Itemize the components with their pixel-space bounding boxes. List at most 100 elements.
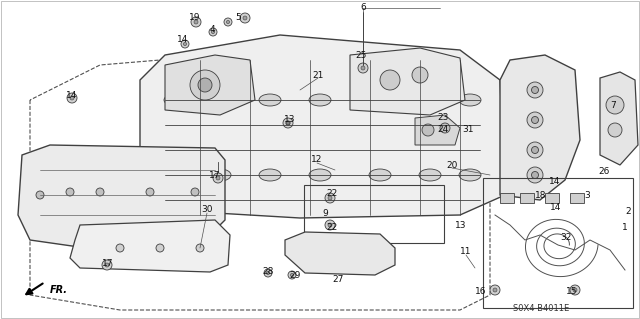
Text: 13: 13 bbox=[455, 220, 467, 229]
Circle shape bbox=[527, 82, 543, 98]
Circle shape bbox=[361, 66, 365, 70]
Circle shape bbox=[102, 260, 112, 270]
Circle shape bbox=[286, 121, 290, 125]
Circle shape bbox=[146, 188, 154, 196]
Text: 14: 14 bbox=[67, 91, 77, 100]
Bar bbox=[304, 185, 444, 243]
Text: 16: 16 bbox=[476, 287, 487, 296]
Ellipse shape bbox=[209, 94, 231, 106]
Polygon shape bbox=[500, 55, 580, 200]
Polygon shape bbox=[165, 55, 255, 115]
Circle shape bbox=[527, 167, 543, 183]
Polygon shape bbox=[140, 35, 505, 218]
Bar bbox=[500, 193, 514, 203]
Circle shape bbox=[286, 121, 290, 125]
Text: 28: 28 bbox=[262, 268, 274, 277]
Polygon shape bbox=[285, 232, 395, 275]
Circle shape bbox=[440, 123, 450, 133]
Circle shape bbox=[328, 223, 332, 227]
Circle shape bbox=[216, 176, 220, 180]
Ellipse shape bbox=[419, 94, 441, 106]
Bar bbox=[570, 193, 584, 203]
Text: 14: 14 bbox=[549, 177, 561, 187]
Text: 9: 9 bbox=[322, 209, 328, 218]
Ellipse shape bbox=[209, 169, 231, 181]
Circle shape bbox=[240, 13, 250, 23]
Circle shape bbox=[328, 196, 332, 200]
Ellipse shape bbox=[309, 94, 331, 106]
Circle shape bbox=[66, 188, 74, 196]
Text: S0X4 B4011E: S0X4 B4011E bbox=[513, 304, 569, 313]
Circle shape bbox=[493, 288, 497, 292]
Circle shape bbox=[527, 142, 543, 158]
Text: 22: 22 bbox=[326, 189, 338, 197]
Text: 2: 2 bbox=[625, 207, 631, 217]
Text: 3: 3 bbox=[584, 191, 590, 201]
Ellipse shape bbox=[459, 94, 481, 106]
Circle shape bbox=[325, 193, 335, 203]
Circle shape bbox=[191, 188, 199, 196]
Text: 21: 21 bbox=[312, 70, 324, 79]
Ellipse shape bbox=[164, 169, 186, 181]
Circle shape bbox=[608, 123, 622, 137]
Circle shape bbox=[422, 124, 434, 136]
Bar bbox=[483, 178, 633, 308]
Circle shape bbox=[70, 96, 74, 100]
Ellipse shape bbox=[369, 169, 391, 181]
Circle shape bbox=[96, 188, 104, 196]
Text: 22: 22 bbox=[326, 224, 338, 233]
Text: 14: 14 bbox=[177, 35, 189, 44]
Circle shape bbox=[213, 173, 223, 183]
Circle shape bbox=[264, 269, 272, 277]
Text: 4: 4 bbox=[209, 26, 215, 34]
Text: 17: 17 bbox=[209, 170, 221, 180]
Circle shape bbox=[570, 285, 580, 295]
Circle shape bbox=[606, 96, 624, 114]
Ellipse shape bbox=[369, 94, 391, 106]
Text: 12: 12 bbox=[311, 155, 323, 165]
Polygon shape bbox=[18, 145, 225, 250]
Text: 29: 29 bbox=[289, 271, 301, 279]
Text: 32: 32 bbox=[560, 234, 572, 242]
Circle shape bbox=[156, 244, 164, 252]
Ellipse shape bbox=[259, 169, 281, 181]
Circle shape bbox=[531, 146, 538, 153]
Circle shape bbox=[67, 93, 77, 103]
Circle shape bbox=[227, 20, 230, 24]
Circle shape bbox=[211, 30, 214, 33]
Circle shape bbox=[209, 28, 217, 36]
Text: 6: 6 bbox=[360, 4, 366, 12]
Ellipse shape bbox=[309, 169, 331, 181]
Text: 15: 15 bbox=[566, 287, 578, 296]
Text: 5: 5 bbox=[235, 13, 241, 23]
Ellipse shape bbox=[164, 94, 186, 106]
Text: 26: 26 bbox=[598, 167, 610, 176]
Circle shape bbox=[358, 63, 368, 73]
Circle shape bbox=[283, 118, 293, 128]
Circle shape bbox=[266, 271, 269, 275]
Circle shape bbox=[531, 116, 538, 123]
Circle shape bbox=[380, 70, 400, 90]
Circle shape bbox=[105, 263, 109, 267]
Ellipse shape bbox=[459, 169, 481, 181]
Circle shape bbox=[36, 191, 44, 199]
Text: 18: 18 bbox=[535, 190, 547, 199]
Text: 7: 7 bbox=[610, 100, 616, 109]
Circle shape bbox=[191, 17, 201, 27]
Circle shape bbox=[116, 244, 124, 252]
Circle shape bbox=[196, 244, 204, 252]
Circle shape bbox=[573, 288, 577, 292]
Text: 13: 13 bbox=[284, 115, 296, 124]
Circle shape bbox=[412, 67, 428, 83]
Bar bbox=[545, 193, 559, 203]
Circle shape bbox=[181, 40, 189, 48]
Text: 23: 23 bbox=[437, 114, 449, 122]
Text: 14: 14 bbox=[550, 203, 562, 211]
Circle shape bbox=[527, 112, 543, 128]
Polygon shape bbox=[600, 72, 638, 165]
Polygon shape bbox=[70, 220, 230, 272]
Circle shape bbox=[194, 20, 198, 24]
Text: 30: 30 bbox=[201, 205, 212, 214]
Bar bbox=[520, 193, 534, 203]
Circle shape bbox=[224, 18, 232, 26]
